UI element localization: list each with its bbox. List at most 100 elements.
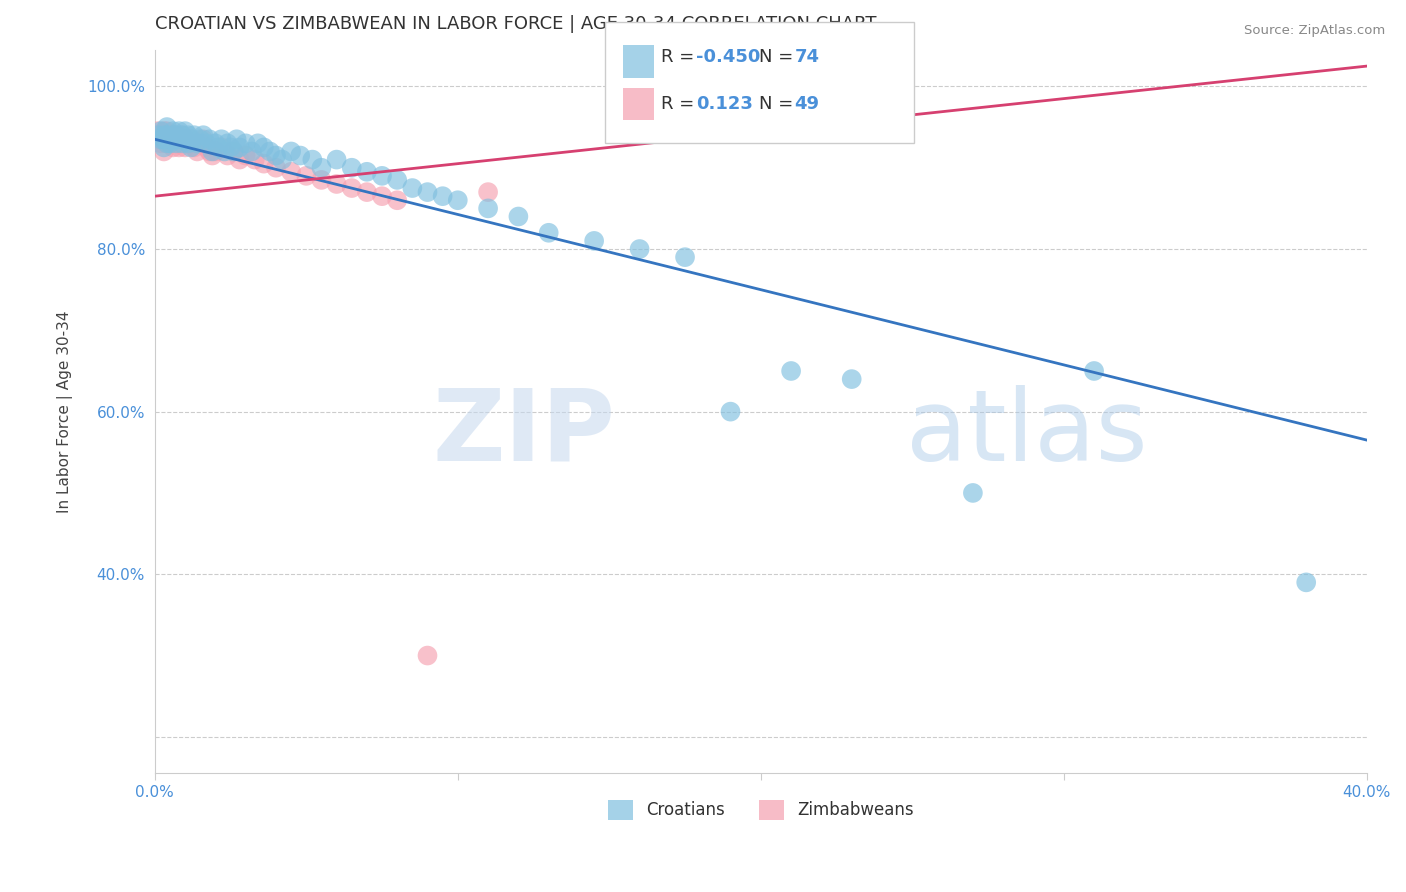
Point (204, 145, 226, 159)
Point (162, 140, 184, 154)
Point (156, 128, 179, 143)
Point (174, 124, 197, 138)
Point (177, 136, 200, 151)
Point (340, 181, 363, 195)
Point (280, 145, 302, 159)
Point (153, 132, 176, 146)
Point (371, 189, 394, 203)
Point (198, 145, 221, 159)
Text: 74: 74 (794, 47, 820, 65)
Point (217, 148, 239, 162)
Point (183, 128, 205, 143)
Point (207, 140, 229, 154)
Text: CROATIAN VS ZIMBABWEAN IN LABOR FORCE | AGE 30-34 CORRELATION CHART: CROATIAN VS ZIMBABWEAN IN LABOR FORCE | … (155, 15, 876, 33)
Point (167, 132, 190, 146)
Legend: Croatians, Zimbabweans: Croatians, Zimbabweans (602, 793, 920, 827)
Point (477, 202, 499, 216)
Point (243, 153, 266, 167)
Text: R =: R = (661, 95, 700, 112)
Point (416, 185, 439, 199)
Point (170, 136, 193, 151)
Point (432, 189, 454, 203)
Point (165, 128, 187, 143)
Point (156, 124, 179, 138)
Point (165, 128, 187, 143)
Point (301, 153, 323, 167)
Point (149, 132, 172, 146)
Text: N =: N = (759, 95, 799, 112)
Point (311, 161, 333, 175)
Point (198, 132, 221, 146)
Point (159, 136, 181, 151)
Point (156, 136, 179, 151)
Point (177, 128, 200, 143)
Point (371, 169, 394, 183)
Point (149, 124, 172, 138)
Point (271, 153, 294, 167)
Point (153, 140, 176, 154)
Point (162, 132, 184, 146)
Point (162, 128, 184, 143)
Point (211, 132, 233, 146)
Point (180, 140, 202, 154)
Point (228, 140, 250, 154)
Point (253, 140, 276, 154)
Point (219, 140, 242, 154)
Point (228, 153, 250, 167)
Y-axis label: In Labor Force | Age 30-34: In Labor Force | Age 30-34 (58, 310, 73, 513)
Point (195, 136, 218, 151)
Point (167, 124, 190, 138)
Point (583, 234, 606, 248)
Point (146, 128, 169, 143)
Point (401, 181, 423, 195)
Point (170, 128, 193, 143)
Text: R =: R = (661, 47, 700, 65)
Point (159, 136, 181, 151)
Point (149, 128, 172, 143)
Point (214, 145, 236, 159)
Point (159, 132, 181, 146)
Point (240, 145, 263, 159)
Point (174, 132, 197, 146)
Text: Source: ZipAtlas.com: Source: ZipAtlas.com (1244, 24, 1385, 37)
Point (170, 136, 193, 151)
Point (217, 136, 239, 151)
Point (325, 153, 347, 167)
Point (201, 148, 224, 162)
Point (447, 193, 470, 207)
Point (183, 140, 205, 154)
Text: atlas: atlas (907, 384, 1147, 482)
Point (156, 120, 179, 134)
Point (537, 226, 560, 240)
Point (235, 136, 257, 151)
Point (720, 404, 742, 418)
Point (387, 173, 409, 187)
Point (186, 136, 208, 151)
Text: 49: 49 (794, 95, 820, 112)
Point (508, 210, 530, 224)
Text: N =: N = (759, 47, 799, 65)
Point (177, 136, 200, 151)
Point (146, 132, 169, 146)
Point (325, 177, 347, 191)
Point (174, 132, 197, 146)
Point (340, 161, 363, 175)
Point (149, 136, 172, 151)
Point (311, 173, 333, 187)
Point (356, 185, 378, 199)
Point (188, 132, 211, 146)
Point (1083, 364, 1105, 378)
Point (153, 124, 176, 138)
Point (295, 169, 318, 183)
Point (165, 136, 187, 151)
Point (780, 364, 803, 378)
Point (146, 124, 169, 138)
Point (246, 136, 269, 151)
Point (1295, 575, 1317, 590)
Point (416, 648, 439, 663)
Point (264, 161, 287, 175)
Text: -0.450: -0.450 (696, 47, 761, 65)
Text: 0.123: 0.123 (696, 95, 752, 112)
Point (211, 140, 233, 154)
Point (225, 132, 247, 146)
